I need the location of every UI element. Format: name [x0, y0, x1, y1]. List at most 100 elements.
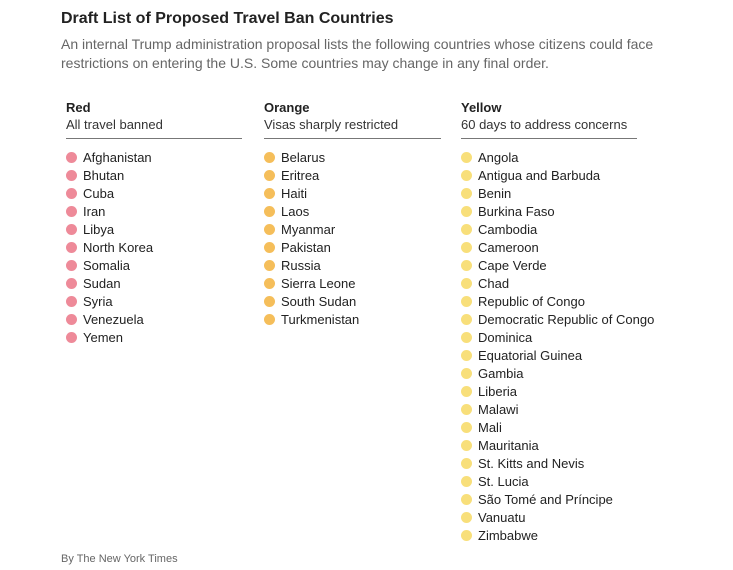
status-dot-icon: [66, 313, 77, 325]
status-dot-icon: [461, 205, 472, 217]
country-name: Equatorial Guinea: [478, 347, 583, 363]
country-name: Republic of Congo: [478, 293, 585, 309]
country-item: St. Lucia: [461, 472, 637, 490]
country-item: Antigua and Barbuda: [461, 166, 637, 184]
column-subtitle-red: All travel banned: [66, 117, 163, 132]
country-name: Libya: [83, 221, 115, 237]
country-name: Sierra Leone: [281, 275, 356, 291]
country-name: Syria: [83, 293, 113, 309]
country-name: Afghanistan: [83, 149, 152, 165]
status-dot-icon: [264, 187, 275, 199]
status-dot-icon: [461, 511, 472, 523]
country-list-red: Afghanistan Bhutan Cuba Iran Libya North Kore…: [66, 148, 242, 346]
country-name: Cambodia: [478, 221, 538, 237]
country-item: Russia: [264, 256, 441, 274]
country-name: Myanmar: [281, 221, 336, 237]
country-name: Pakistan: [281, 239, 331, 255]
country-item: Cape Verde: [461, 256, 637, 274]
status-dot-icon: [461, 331, 472, 343]
status-dot-icon: [66, 205, 77, 217]
country-item: Sierra Leone: [264, 274, 441, 292]
country-name: Malawi: [478, 401, 519, 417]
country-item: Liberia: [461, 382, 637, 400]
status-dot-icon: [461, 313, 472, 325]
country-item: Sudan: [66, 274, 242, 292]
status-dot-icon: [461, 439, 472, 451]
country-name: Eritrea: [281, 167, 320, 183]
country-item: North Korea: [66, 238, 242, 256]
status-dot-icon: [66, 259, 77, 271]
status-dot-icon: [66, 151, 77, 163]
country-item: Yemen: [66, 328, 242, 346]
country-name: St. Lucia: [478, 473, 529, 489]
status-dot-icon: [264, 295, 275, 307]
status-dot-icon: [264, 151, 275, 163]
status-dot-icon: [461, 475, 472, 487]
country-name: Mali: [478, 419, 502, 435]
country-item: Republic of Congo: [461, 292, 637, 310]
country-item: Eritrea: [264, 166, 441, 184]
country-item: Equatorial Guinea: [461, 346, 637, 364]
status-dot-icon: [461, 295, 472, 307]
country-name: Sudan: [83, 275, 121, 291]
country-item: Afghanistan: [66, 148, 242, 166]
country-item: Iran: [66, 202, 242, 220]
country-item: São Tomé and Príncipe: [461, 490, 637, 508]
country-name: Somalia: [83, 257, 130, 273]
status-dot-icon: [264, 205, 275, 217]
status-dot-icon: [264, 313, 275, 325]
country-name: Laos: [281, 203, 310, 219]
status-dot-icon: [461, 277, 472, 289]
country-name: Angola: [478, 149, 519, 165]
status-dot-icon: [461, 187, 472, 199]
country-name: Cameroon: [478, 239, 539, 255]
page-title: Draft List of Proposed Travel Ban Countr…: [61, 10, 394, 27]
country-name: Mauritania: [478, 437, 539, 453]
country-item: Libya: [66, 220, 242, 238]
status-dot-icon: [461, 403, 472, 415]
status-dot-icon: [66, 187, 77, 199]
country-name: Iran: [83, 203, 106, 219]
status-dot-icon: [66, 331, 77, 343]
status-dot-icon: [461, 529, 472, 541]
status-dot-icon: [461, 241, 472, 253]
country-item: Myanmar: [264, 220, 441, 238]
status-dot-icon: [461, 367, 472, 379]
status-dot-icon: [264, 169, 275, 181]
country-name: Chad: [478, 275, 510, 291]
status-dot-icon: [461, 169, 472, 181]
status-dot-icon: [264, 223, 275, 235]
country-name: Burkina Faso: [478, 203, 555, 219]
country-item: Democratic Republic of Congo: [461, 310, 654, 328]
country-item: Venezuela: [66, 310, 242, 328]
country-name: Yemen: [83, 329, 123, 345]
status-dot-icon: [461, 457, 472, 469]
status-dot-icon: [461, 421, 472, 433]
country-name: Cape Verde: [478, 257, 547, 273]
status-dot-icon: [264, 277, 275, 289]
status-dot-icon: [264, 241, 275, 253]
country-item: Belarus: [264, 148, 441, 166]
country-name: Cuba: [83, 185, 115, 201]
status-dot-icon: [461, 223, 472, 235]
column-divider-red: [66, 138, 242, 139]
country-name: Haiti: [281, 185, 308, 201]
country-item: Malawi: [461, 400, 637, 418]
credit-line: By The New York Times: [61, 553, 178, 565]
column-red: Red All travel banned Afghanistan Bhutan C…: [66, 99, 242, 346]
status-dot-icon: [264, 259, 275, 271]
country-name: South Sudan: [281, 293, 357, 309]
page-subtitle: An internal Trump administration proposa…: [61, 36, 654, 71]
country-item: Cuba: [66, 184, 242, 202]
country-item: South Sudan: [264, 292, 441, 310]
column-divider-orange: [264, 138, 441, 139]
country-item: Angola: [461, 148, 637, 166]
country-name: Venezuela: [83, 311, 144, 327]
country-item: Bhutan: [66, 166, 242, 184]
country-item: St. Kitts and Nevis: [461, 454, 637, 472]
country-item: Pakistan: [264, 238, 441, 256]
country-name: São Tomé and Príncipe: [478, 491, 613, 507]
country-name: Democratic Republic of Congo: [478, 311, 655, 327]
country-name: Russia: [281, 257, 321, 273]
column-orange: Orange Visas sharply restricted Belarus E…: [264, 99, 441, 328]
